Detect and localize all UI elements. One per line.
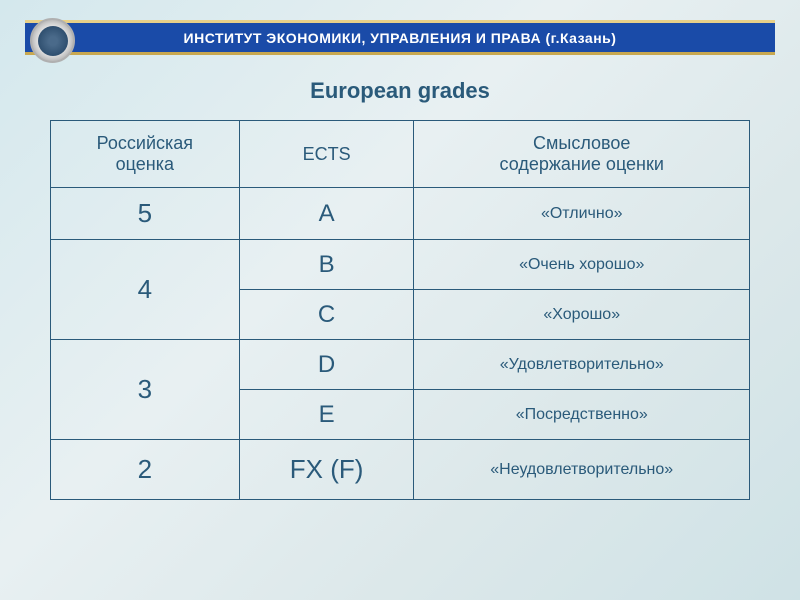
table-header-row: Российская оценка ECTS Смысловое содержа…: [51, 121, 750, 188]
col-header-meaning-l1: Смысловое: [422, 133, 741, 154]
cell-meaning-fail: «Неудовлетворительно»: [414, 440, 750, 500]
table-row: 3 D «Удовлетворительно»: [51, 340, 750, 390]
header-text: ИНСТИТУТ ЭКОНОМИКИ, УПРАВЛЕНИЯ И ПРАВА (…: [184, 30, 617, 46]
cell-rus-2: 2: [51, 440, 240, 500]
col-header-russian-l1: Российская: [59, 133, 231, 154]
cell-ects-d: D: [239, 340, 414, 390]
cell-rus-3: 3: [51, 340, 240, 440]
cell-rus-4: 4: [51, 240, 240, 340]
col-header-russian: Российская оценка: [51, 121, 240, 188]
table-row: 4 B «Очень хорошо»: [51, 240, 750, 290]
cell-meaning-verygood: «Очень хорошо»: [414, 240, 750, 290]
cell-meaning-mediocre: «Посредственно»: [414, 390, 750, 440]
slide-title: European grades: [0, 78, 800, 104]
cell-rus-5: 5: [51, 188, 240, 240]
cell-ects-c: C: [239, 290, 414, 340]
cell-meaning-satisfactory: «Удовлетворительно»: [414, 340, 750, 390]
grades-table: Российская оценка ECTS Смысловое содержа…: [50, 120, 750, 500]
cell-ects-f: FX (F): [239, 440, 414, 500]
col-header-meaning: Смысловое содержание оценки: [414, 121, 750, 188]
table-row: 2 FX (F) «Неудовлетворительно»: [51, 440, 750, 500]
col-header-russian-l2: оценка: [59, 154, 231, 175]
header-bar: ИНСТИТУТ ЭКОНОМИКИ, УПРАВЛЕНИЯ И ПРАВА (…: [25, 20, 775, 55]
col-header-meaning-l2: содержание оценки: [422, 154, 741, 175]
cell-ects-b: B: [239, 240, 414, 290]
institute-logo: [30, 18, 75, 63]
logo-inner: [38, 26, 68, 56]
cell-ects-e: E: [239, 390, 414, 440]
col-header-ects: ECTS: [239, 121, 414, 188]
cell-ects-a: A: [239, 188, 414, 240]
cell-meaning-good: «Хорошо»: [414, 290, 750, 340]
table-row: 5 A «Отлично»: [51, 188, 750, 240]
cell-meaning-excellent: «Отлично»: [414, 188, 750, 240]
